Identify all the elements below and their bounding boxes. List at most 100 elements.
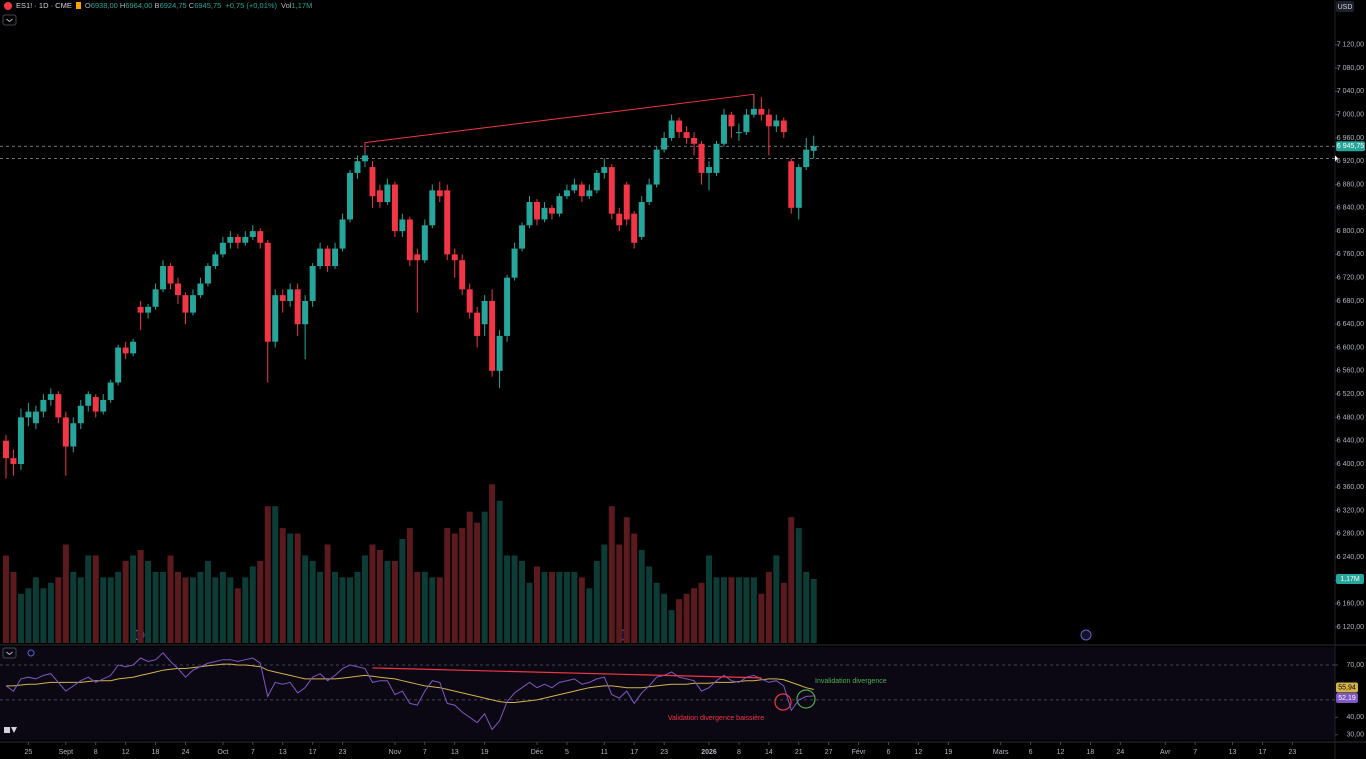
- volume-bar: [309, 560, 316, 643]
- collapse-button[interactable]: [2, 647, 17, 659]
- x-tick-label: Sept: [59, 749, 73, 756]
- rsi-line: [6, 663, 814, 703]
- x-tick-label: 8: [94, 749, 98, 756]
- candle-body: [795, 167, 802, 208]
- annotation: Invalidation divergence: [815, 678, 887, 685]
- volume-bar: [17, 593, 24, 643]
- x-tick-label: 17: [309, 749, 317, 756]
- candle-body: [212, 254, 219, 267]
- volume-bars: [2, 484, 817, 643]
- volume-bar: [571, 571, 578, 643]
- y-tick-label: 6 920,00: [1337, 158, 1364, 165]
- volume-bar: [376, 549, 383, 643]
- candle-body: [653, 149, 660, 185]
- x-tick-label: 21: [795, 749, 803, 756]
- candle-body: [406, 219, 413, 261]
- candle-body: [160, 266, 167, 290]
- volume-bar: [631, 533, 638, 643]
- volume-bar: [145, 560, 152, 643]
- ohlc-key: B: [154, 1, 160, 10]
- value-label-bg: [1336, 693, 1358, 704]
- volume-bar: [728, 577, 735, 643]
- candle-body: [249, 231, 256, 237]
- x-tick-label: 27: [825, 749, 833, 756]
- volume-bar: [803, 571, 810, 643]
- volume-bar: [47, 582, 54, 643]
- x-tick-label: 7: [423, 749, 427, 756]
- volume-bar: [234, 588, 241, 643]
- candle-body: [616, 213, 623, 226]
- candle-body: [77, 405, 84, 424]
- candle-body: [788, 161, 795, 208]
- y-tick-label: 6 720,00: [1337, 275, 1364, 282]
- candle-body: [706, 167, 712, 173]
- candle-body: [623, 184, 630, 220]
- volume-bar: [706, 555, 712, 643]
- x-tick-label: Avr: [1160, 749, 1171, 756]
- candle-body: [676, 120, 683, 133]
- volume-bar: [541, 571, 548, 643]
- volume-bar: [534, 566, 540, 643]
- candle-body: [773, 120, 780, 127]
- volume-bar: [399, 539, 406, 643]
- x-tick-label: 12: [915, 749, 923, 756]
- event-marker[interactable]: [1080, 629, 1092, 641]
- volume-bar: [504, 555, 511, 643]
- volume-bar: [175, 571, 181, 643]
- volume-bar: [713, 577, 720, 643]
- x-tick-label: 23: [1288, 749, 1296, 756]
- volume-bar: [324, 544, 331, 643]
- candle-body: [234, 236, 241, 243]
- volume-bar: [795, 528, 802, 643]
- flag-icon: [75, 2, 81, 9]
- volume-bar: [10, 571, 17, 643]
- y-tick-label: 7 040,00: [1337, 88, 1364, 95]
- candle-body: [459, 260, 466, 290]
- collapse-button[interactable]: [2, 14, 17, 26]
- x-tick-label: 6: [887, 749, 891, 756]
- candle-body: [765, 114, 772, 127]
- volume-bar: [264, 506, 271, 643]
- volume-bar: [548, 571, 555, 643]
- candle-body: [414, 254, 421, 261]
- candle-body: [384, 184, 391, 203]
- candle-body: [175, 283, 181, 296]
- volume-bar: [578, 577, 585, 643]
- candle-body: [339, 219, 346, 249]
- x-tick-label: 19: [481, 749, 489, 756]
- candle-body: [728, 114, 735, 127]
- candle-body: [167, 266, 174, 284]
- volume-bar: [698, 582, 705, 643]
- y-tick-label: 6 480,00: [1337, 414, 1364, 421]
- volume-bar: [421, 571, 428, 643]
- candle-body: [92, 397, 99, 412]
- volume-bar: [287, 533, 294, 643]
- candle-body: [601, 167, 608, 173]
- currency[interactable]: USD: [1338, 4, 1353, 11]
- candle-body: [758, 108, 765, 115]
- volume-bar: [361, 555, 368, 643]
- volume-bar: [167, 555, 174, 643]
- candle-body: [399, 219, 406, 232]
- candle-body: [683, 132, 690, 138]
- volume-bar: [62, 544, 69, 643]
- x-tick-label: 12: [1057, 749, 1065, 756]
- trendline: [364, 93, 754, 144]
- volume-bar: [691, 588, 698, 643]
- volume-bar: [2, 555, 9, 643]
- candle-body: [62, 417, 69, 447]
- x-tick-label: 13: [1229, 749, 1237, 756]
- volume-bar: [608, 506, 615, 643]
- candle-body: [279, 295, 286, 301]
- volume-bar: [720, 577, 727, 643]
- volume-bar: [25, 588, 32, 643]
- candle-body: [376, 190, 383, 203]
- candle-body: [474, 312, 481, 336]
- x-tick-label: 2026: [701, 749, 717, 756]
- candle-body: [332, 248, 339, 267]
- candle-body: [391, 184, 398, 232]
- y-tick-label: 6 760,00: [1337, 251, 1364, 258]
- symbol[interactable]: ES1! · 1D · CME: [16, 1, 72, 10]
- candle-body: [145, 306, 152, 313]
- currency-button[interactable]: [1336, 1, 1354, 12]
